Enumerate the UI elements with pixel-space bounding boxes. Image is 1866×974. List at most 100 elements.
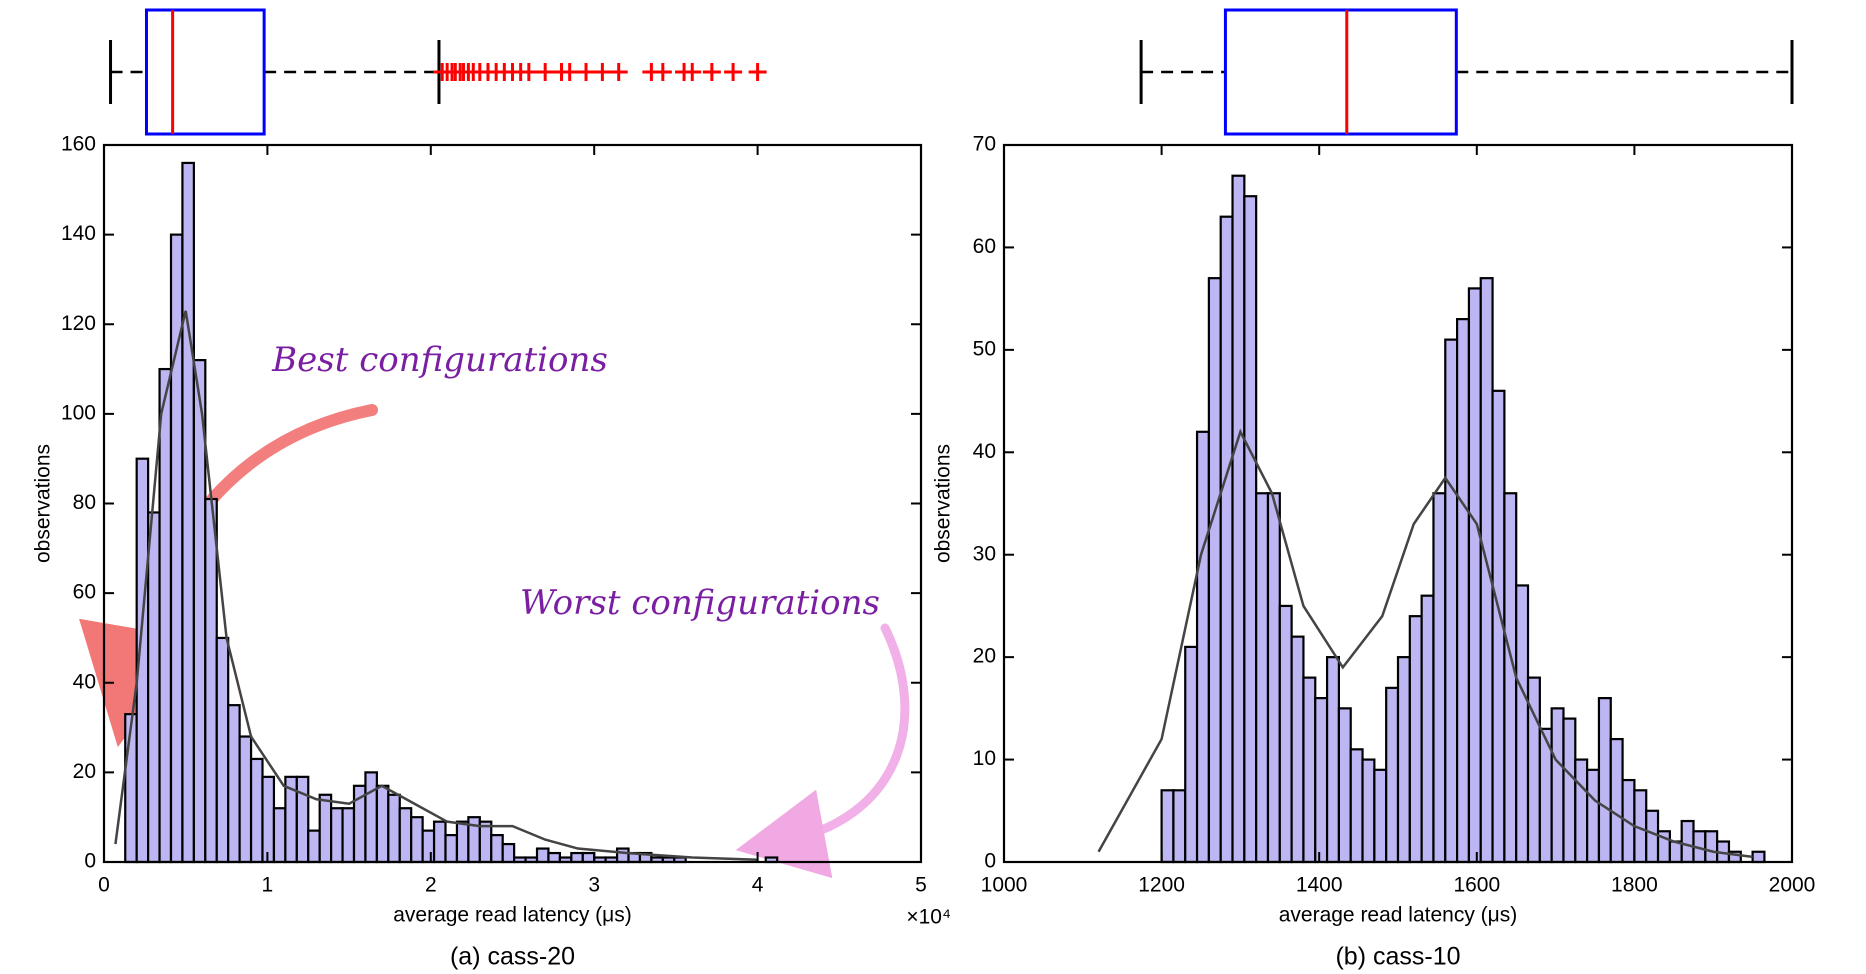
- bar: [1302, 676, 1317, 864]
- y-tick-label: 40: [973, 440, 996, 463]
- y-tick-label: 20: [973, 645, 996, 668]
- bar: [1349, 748, 1364, 864]
- bar: [387, 793, 401, 864]
- bar: [261, 775, 276, 864]
- bar: [1751, 850, 1766, 864]
- y-tick-label: 40: [73, 670, 96, 693]
- bar: [181, 161, 195, 864]
- bar: [1444, 338, 1459, 864]
- bar: [307, 829, 321, 864]
- y-tick-label: 70: [973, 133, 996, 156]
- y-tick-label: 0: [984, 850, 996, 873]
- worst-arrow: [735, 623, 910, 879]
- box: [1223, 8, 1458, 136]
- bar: [124, 713, 138, 864]
- bar: [158, 367, 173, 864]
- bar: [375, 784, 390, 864]
- bar: [1597, 697, 1612, 864]
- bar: [421, 829, 436, 864]
- bar: [1680, 819, 1695, 864]
- x-tick-label: 5: [915, 874, 927, 897]
- y-tick-label: 140: [61, 222, 96, 245]
- bar: [215, 636, 230, 864]
- bar: [1373, 768, 1388, 864]
- bar: [490, 834, 504, 864]
- outlier: [560, 63, 579, 81]
- outlier: [748, 63, 767, 81]
- annotation: Worst configurations: [520, 583, 880, 623]
- bar: [1562, 717, 1577, 864]
- bar: [272, 807, 287, 864]
- bar: [398, 807, 413, 864]
- bar: [295, 775, 310, 864]
- x-tick-label: 4: [752, 874, 764, 897]
- bar: [1195, 430, 1210, 864]
- bar: [478, 820, 493, 864]
- bar: [147, 511, 161, 864]
- bar: [1325, 656, 1340, 864]
- bar: [1420, 594, 1435, 864]
- outlier: [519, 63, 538, 81]
- bar: [547, 851, 561, 864]
- bar: [1586, 768, 1601, 864]
- bar: [1385, 686, 1400, 864]
- bar: [1396, 656, 1411, 864]
- y-tick-label: 60: [73, 581, 96, 604]
- x-tick-label: 2: [425, 874, 437, 897]
- bar: [341, 807, 356, 864]
- bar: [1219, 215, 1234, 864]
- bar: [1361, 758, 1376, 864]
- bar: [1408, 615, 1423, 864]
- bar: [615, 847, 630, 864]
- y-tick-label: 20: [73, 760, 96, 783]
- bar: [1609, 737, 1624, 864]
- x-axis-label: average read latency (μs): [393, 904, 632, 927]
- bar: [570, 851, 584, 864]
- bar: [1550, 707, 1565, 864]
- x-axis-label: average read latency (μs): [1279, 904, 1518, 927]
- outlier: [593, 63, 612, 81]
- bar: [432, 820, 447, 864]
- bar: [1184, 645, 1199, 864]
- y-axis-label: observations: [32, 444, 55, 563]
- bar: [1432, 492, 1447, 864]
- bar: [1668, 840, 1683, 864]
- bar: [455, 820, 470, 864]
- bar: [238, 735, 253, 864]
- density-curve: [114, 310, 758, 862]
- outlier: [536, 63, 555, 81]
- bar: [1337, 707, 1352, 864]
- bar: [1160, 789, 1175, 864]
- bar: [1515, 584, 1530, 864]
- y-axis-label: observations: [932, 444, 955, 563]
- bar: [1290, 635, 1305, 864]
- box: [144, 8, 266, 136]
- bar: [1645, 809, 1660, 864]
- y-tick-label: 120: [61, 312, 96, 335]
- outlier: [577, 63, 596, 81]
- bar: [249, 757, 264, 864]
- bar: [1574, 758, 1589, 864]
- plot-frame: [1002, 143, 1794, 864]
- bar: [1243, 195, 1258, 864]
- bar: [581, 851, 596, 864]
- x-tick-label: 1800: [1611, 874, 1658, 897]
- y-tick-label: 0: [84, 850, 96, 873]
- outlier: [683, 63, 702, 81]
- bar: [1704, 830, 1719, 864]
- bar: [364, 771, 378, 864]
- bar: [1467, 287, 1482, 864]
- y-tick-label: 100: [61, 401, 96, 424]
- x-multiplier: ×10⁴: [906, 906, 951, 929]
- bar: [1479, 277, 1494, 864]
- x-tick-label: 1: [262, 874, 274, 897]
- bar: [535, 847, 550, 864]
- annotation: Best configurations: [271, 340, 608, 380]
- bar: [1207, 277, 1222, 864]
- bar: [1503, 492, 1518, 864]
- y-tick-label: 30: [973, 542, 996, 565]
- y-tick-label: 160: [61, 133, 96, 156]
- subcaption: (b) cass-10: [1335, 943, 1460, 971]
- x-tick-label: 1600: [1453, 874, 1500, 897]
